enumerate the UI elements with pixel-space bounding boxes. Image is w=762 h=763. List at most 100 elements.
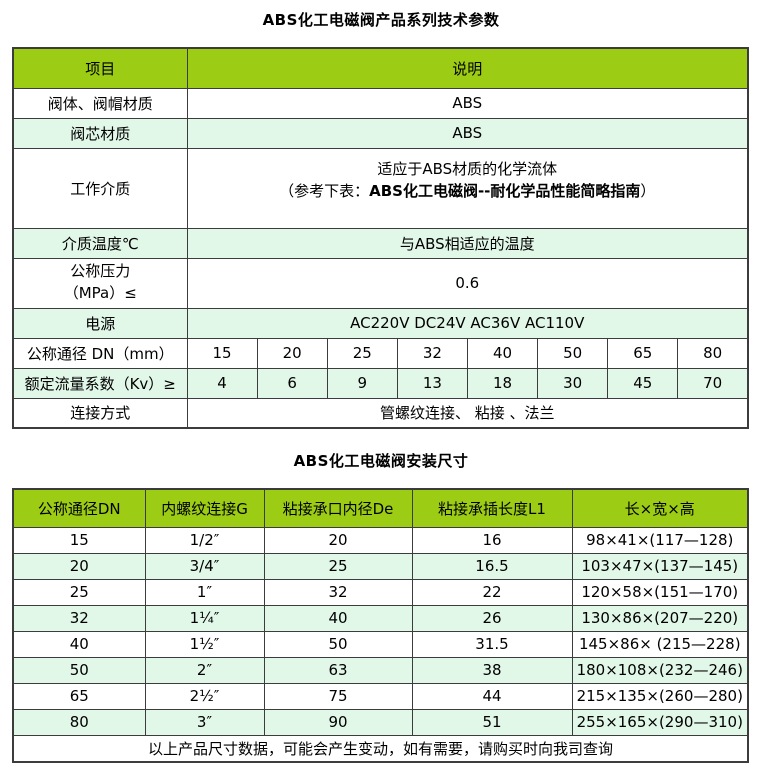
dim-cell: 32: [263, 578, 413, 606]
dn-value: 50: [537, 337, 609, 369]
spec-row-dn: 公称通径 DN（mm） 15 20 25 32 40 50 65 80: [12, 337, 749, 369]
spec-value: 0.6: [186, 257, 749, 309]
dim-cell: 51: [411, 708, 573, 736]
spec-value: 与ABS相适应的温度: [186, 227, 749, 259]
kv-value: 30: [537, 367, 609, 399]
spec-label: 连接方式: [12, 397, 188, 429]
spec-label: 公称通径 DN（mm）: [12, 337, 188, 369]
spec-value: 适应于ABS材质的化学流体 （参考下表：ABS化工电磁阀--耐化学品性能简略指南…: [186, 147, 749, 229]
dim-cell: 103×47×(137—145): [571, 552, 749, 580]
dim-cell: 40: [12, 630, 146, 658]
dims-row: 80 3″ 90 51 255×165×(290—310): [12, 708, 749, 736]
dim-cell: 50: [263, 630, 413, 658]
dim-cell: 25: [263, 552, 413, 580]
pressure-label-line2: （MPa）≤: [63, 284, 137, 302]
dim-cell: 145×86× (215—228): [571, 630, 749, 658]
spec-label: 阀体、阀帽材质: [12, 87, 188, 119]
dim-cell: 180×108×(232—246): [571, 656, 749, 684]
dim-cell: 31.5: [411, 630, 573, 658]
dim-cell: 15: [12, 526, 146, 554]
dims-header-lwh: 长×宽×高: [571, 488, 749, 528]
dim-cell: 80: [12, 708, 146, 736]
dn-value: 15: [186, 337, 258, 369]
dn-value: 20: [256, 337, 328, 369]
spec-value: ABS: [186, 87, 749, 119]
dim-cell: 63: [263, 656, 413, 684]
dim-cell: 40: [263, 604, 413, 632]
dim-cell: 32: [12, 604, 146, 632]
spec-row-connection: 连接方式 管螺纹连接、 粘接 、法兰: [12, 397, 749, 429]
dim-cell: 65: [12, 682, 146, 710]
dims-row: 32 1¼″ 40 26 130×86×(207—220): [12, 604, 749, 632]
dim-cell: 20: [263, 526, 413, 554]
dim-cell: 1″: [144, 578, 265, 606]
work-medium-line2-prefix: （参考下表：: [279, 182, 370, 200]
dim-cell: 1/2″: [144, 526, 265, 554]
spec-label: 电源: [12, 307, 188, 339]
kv-value: 13: [396, 367, 469, 399]
spec-row-kv: 额定流量系数（Kv）≥ 4 6 9 13 18 30 45 70: [12, 367, 749, 399]
dims-header-socket-id: 粘接承口内径De: [263, 488, 413, 528]
kv-value: 18: [466, 367, 539, 399]
spec-row-core-material: 阀芯材质 ABS: [12, 117, 749, 149]
spec-row-power: 电源 AC220V DC24V AC36V AC110V: [12, 307, 749, 339]
spec-value: 管螺纹连接、 粘接 、法兰: [186, 397, 749, 429]
dim-cell: 130×86×(207—220): [571, 604, 749, 632]
kv-value: 70: [677, 367, 749, 399]
kv-value: 4: [186, 367, 258, 399]
dim-cell: 3/4″: [144, 552, 265, 580]
dim-cell: 20: [12, 552, 146, 580]
dim-cell: 38: [411, 656, 573, 684]
dims-header-row: 公称通径DN 内螺纹连接G 粘接承口内径De 粘接承插长度L1 长×宽×高: [12, 488, 749, 528]
work-medium-line1: 适应于ABS材质的化学流体: [377, 160, 558, 179]
dim-cell: 98×41×(117—128): [571, 526, 749, 554]
dim-cell: 16.5: [411, 552, 573, 580]
work-medium-line2: （参考下表：ABS化工电磁阀--耐化学品性能简略指南）: [192, 181, 744, 203]
spec-row-pressure: 公称压力 （MPa）≤ 0.6: [12, 257, 749, 309]
dims-header-insert-len: 粘接承插长度L1: [411, 488, 573, 528]
spec-row-medium-temp: 介质温度℃ 与ABS相适应的温度: [12, 227, 749, 259]
dn-value: 32: [396, 337, 469, 369]
kv-value: 6: [256, 367, 328, 399]
dims-row: 25 1″ 32 22 120×58×(151—170): [12, 578, 749, 606]
dim-cell: 215×135×(260—280): [571, 682, 749, 710]
spec-value: AC220V DC24V AC36V AC110V: [186, 307, 749, 339]
work-medium-line2-suffix: ）: [640, 182, 656, 200]
dim-cell: 26: [411, 604, 573, 632]
dims-footnote: 以上产品尺寸数据，可能会产生变动，如有需要，请购买时向我司查询: [12, 734, 749, 763]
dims-footnote-row: 以上产品尺寸数据，可能会产生变动，如有需要，请购买时向我司查询: [12, 734, 749, 763]
spec-table-title: ABS化工电磁阀产品系列技术参数: [262, 11, 500, 29]
spec-header-item: 项目: [12, 47, 188, 89]
dim-cell: 90: [263, 708, 413, 736]
dn-value: 40: [466, 337, 539, 369]
dims-row: 15 1/2″ 20 16 98×41×(117—128): [12, 526, 749, 554]
dims-table-title: ABS化工电磁阀安装尺寸: [293, 452, 469, 470]
dims-row: 50 2″ 63 38 180×108×(232—246): [12, 656, 749, 684]
dims-table: 公称通径DN 内螺纹连接G 粘接承口内径De 粘接承插长度L1 长×宽×高 15…: [12, 488, 749, 763]
spec-header-desc: 说明: [186, 47, 749, 89]
dims-row: 20 3/4″ 25 16.5 103×47×(137—145): [12, 552, 749, 580]
dim-cell: 1½″: [144, 630, 265, 658]
dim-cell: 120×58×(151—170): [571, 578, 749, 606]
work-medium-line2-bold: ABS化工电磁阀--耐化学品性能简略指南: [369, 182, 641, 200]
dim-cell: 1¼″: [144, 604, 265, 632]
kv-value: 9: [326, 367, 398, 399]
dims-row: 65 2½″ 75 44 215×135×(260—280): [12, 682, 749, 710]
dim-cell: 44: [411, 682, 573, 710]
spec-row-body-material: 阀体、阀帽材质 ABS: [12, 87, 749, 119]
spec-value: ABS: [186, 117, 749, 149]
dim-cell: 16: [411, 526, 573, 554]
dn-value: 25: [326, 337, 398, 369]
spec-table: 项目 说明 阀体、阀帽材质 ABS 阀芯材质 ABS 工作介质 适应于ABS材质…: [12, 47, 749, 429]
dims-row: 40 1½″ 50 31.5 145×86× (215—228): [12, 630, 749, 658]
dim-cell: 75: [263, 682, 413, 710]
spec-header-row: 项目 说明: [12, 47, 749, 89]
dim-cell: 25: [12, 578, 146, 606]
dim-cell: 255×165×(290—310): [571, 708, 749, 736]
spec-label: 工作介质: [12, 147, 188, 229]
spec-label: 额定流量系数（Kv）≥: [12, 367, 188, 399]
dim-cell: 2½″: [144, 682, 265, 710]
pressure-label-line1: 公称压力: [70, 262, 131, 281]
kv-value: 45: [607, 367, 679, 399]
spec-label: 介质温度℃: [12, 227, 188, 259]
